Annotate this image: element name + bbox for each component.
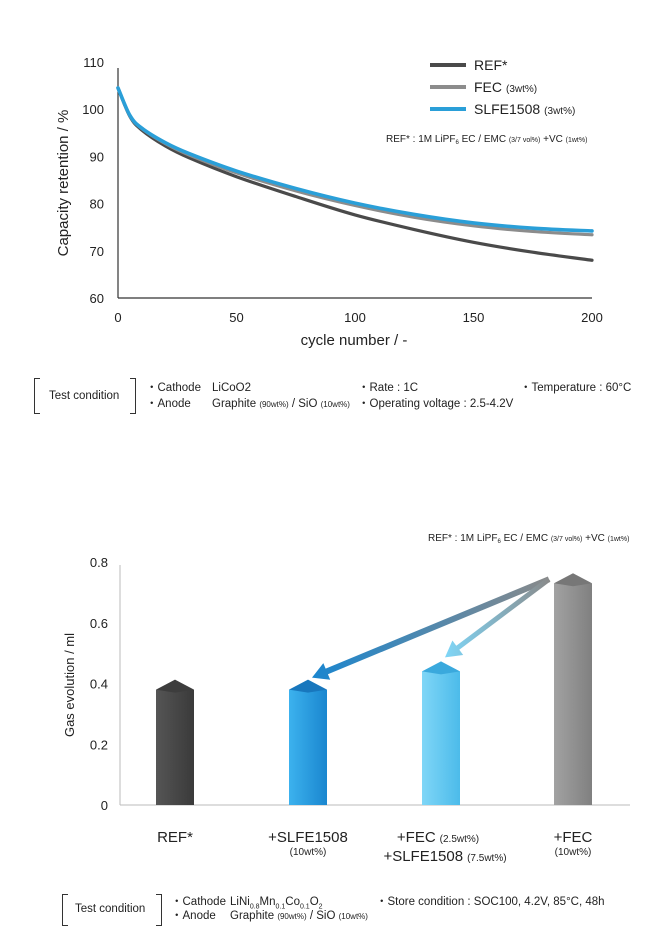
category-sub-fec: (10wt%) — [555, 847, 592, 858]
bar-ref — [156, 679, 194, 805]
bar-fec-cap — [554, 573, 592, 587]
bar-slfe1508 — [289, 679, 327, 805]
temperature: ・Temperature : 60°C — [520, 382, 632, 394]
category-label-mix-a: +FEC (2.5wt%) — [397, 829, 479, 846]
legend-label-fec: FEC (3wt%) — [474, 79, 537, 95]
cathode-value: LiCoO2 — [212, 382, 251, 394]
category-label-ref: REF* — [157, 829, 193, 846]
y-tick-label: 70 — [90, 244, 104, 259]
bar-chart-axes — [119, 565, 630, 806]
line-chart-note: REF* : 1M LiPF6 EC / EMC (3/7 vol%) +VC … — [386, 134, 587, 146]
y-tick-label: 90 — [90, 149, 104, 164]
category-label-mix-b: +SLFE1508 (7.5wt%) — [383, 848, 506, 865]
category-label-fec: +FEC — [554, 829, 593, 846]
category-sub-slfe: (10wt%) — [290, 847, 327, 858]
y-tick-labels: 0.8 0.6 0.4 0.2 0 — [90, 555, 108, 813]
arrows — [312, 576, 551, 680]
y-tick-labels: 110 100 90 80 70 60 — [82, 55, 104, 306]
bar-slfe1508-cap — [289, 679, 327, 693]
arrow-to-slfe1508 — [312, 576, 551, 680]
line-chart-axes — [117, 68, 592, 299]
bar-fec-slfe1508 — [422, 661, 460, 805]
legend-label-ref: REF* — [474, 57, 508, 73]
x-tick-label: 100 — [344, 310, 366, 325]
x-tick-labels: 0 50 100 150 200 — [114, 310, 602, 325]
bar-chart-note: REF* : 1M LiPF6 EC / EMC (3/7 vol%) +VC … — [428, 533, 629, 545]
series-line-slfe1508 — [116, 86, 594, 233]
bar-fec-slfe1508-body — [422, 671, 460, 805]
category-label-slfe: +SLFE1508 — [268, 829, 348, 846]
bracket-right — [130, 378, 136, 414]
y-tick-label: 0.2 — [90, 737, 108, 752]
operating-voltage: ・Operating voltage : 2.5-4.2V — [358, 398, 514, 410]
bar-fec-body — [554, 583, 592, 805]
y-tick-label: 0 — [101, 798, 108, 813]
store-condition: ・Store condition : SOC100, 4.2V, 85°C, 4… — [376, 896, 605, 908]
x-tick-label: 150 — [463, 310, 485, 325]
y-tick-label: 60 — [90, 291, 104, 306]
anode-label: ・Anode — [146, 398, 191, 410]
anode-label: ・Anode — [171, 910, 216, 922]
y-tick-label: 110 — [83, 55, 104, 70]
y-tick-label: 0.6 — [90, 616, 108, 631]
y-tick-label: 100 — [82, 102, 104, 117]
legend-label-slfe: SLFE1508 (3wt%) — [474, 101, 575, 117]
bar-chart: REF* : 1M LiPF6 EC / EMC (3/7 vol%) +VC … — [62, 533, 630, 865]
x-tick-label: 50 — [229, 310, 243, 325]
rate: ・Rate : 1C — [358, 382, 419, 394]
line-chart: 110 100 90 80 70 60 0 50 100 150 200 Capacity ret… — [55, 55, 603, 349]
bars — [156, 573, 592, 805]
bracket-left — [34, 378, 40, 414]
cathode-label: ・Cathode — [171, 896, 226, 908]
bar-fec-slfe1508-cap — [422, 661, 460, 675]
cathode-value: LiNi0.8Mn0.1Co0.1O2 — [230, 896, 323, 911]
bar-ref-cap — [156, 679, 194, 693]
y-tick-label: 0.8 — [90, 555, 108, 570]
arrow-to-fec-slfe1508 — [445, 577, 551, 658]
y-axis-label: Capacity retention / % — [55, 110, 72, 257]
bar-ref-body — [156, 689, 194, 805]
x-tick-label: 200 — [581, 310, 603, 325]
y-tick-label: 0.4 — [90, 677, 108, 692]
bracket-right — [156, 894, 162, 926]
y-axis-label: Gas evolution / ml — [62, 633, 77, 737]
line-series — [116, 86, 594, 262]
legend: REF* FEC (3wt%) SLFE1508 (3wt%) — [430, 57, 575, 117]
bar-fec — [554, 573, 592, 805]
y-tick-label: 80 — [90, 197, 104, 212]
x-tick-label: 0 — [114, 310, 121, 325]
bracket-left — [62, 894, 68, 926]
test-condition-title: Test condition — [75, 903, 146, 915]
cathode-label: ・Cathode — [146, 382, 201, 394]
test-condition-title: Test condition — [49, 390, 120, 402]
anode-value: Graphite (90wt%) / SiO (10wt%) — [230, 910, 368, 922]
x-axis-label: cycle number / - — [301, 332, 408, 349]
anode-value: Graphite (90wt%) / SiO (10wt%) — [212, 398, 350, 410]
bar-slfe1508-body — [289, 689, 327, 805]
